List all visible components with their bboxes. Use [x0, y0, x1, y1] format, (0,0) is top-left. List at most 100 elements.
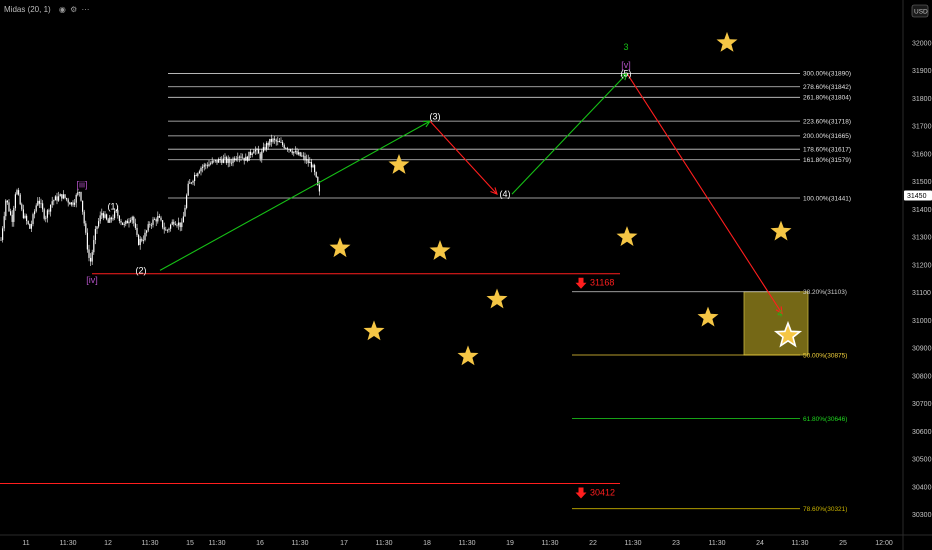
candle-body: [227, 158, 229, 163]
candle-body: [197, 173, 199, 176]
fib-extension-label: 261.80%(31804): [803, 95, 851, 102]
candle-body: [10, 211, 12, 215]
candle-body: [150, 224, 152, 226]
projection-arrowhead: [775, 306, 783, 315]
candle-body: [312, 165, 314, 168]
support-levels: 31168 30412: [0, 273, 620, 499]
candle-body: [317, 176, 319, 186]
candle-body: [166, 229, 168, 231]
candle-body: [307, 159, 309, 164]
star-icon: [457, 345, 479, 366]
candle-body: [182, 216, 184, 223]
candle-body: [80, 191, 82, 201]
candle-body: [93, 240, 95, 253]
candle-body: [42, 203, 44, 210]
candle-body: [58, 196, 60, 201]
star-icon: [486, 288, 508, 309]
candle-body: [253, 151, 255, 154]
candle-body: [198, 171, 200, 174]
candle-body: [254, 149, 256, 152]
x-tick-label: 11:30: [60, 540, 77, 547]
y-tick-label: 31100: [912, 290, 931, 297]
candle-body: [251, 153, 253, 155]
candle-body: [16, 190, 18, 195]
candle-body: [234, 158, 236, 161]
candle-body: [181, 222, 183, 228]
more-icon[interactable]: ⋯: [81, 5, 90, 14]
candle-body: [221, 160, 223, 163]
x-axis: 11 11:30 12 11:30 15 11:30 16 11:30 17 11:30 18 11:…: [22, 540, 892, 547]
candle-body: [8, 202, 10, 212]
candle-body: [286, 148, 288, 150]
candle-body: [130, 220, 132, 222]
candle-body: [219, 159, 221, 161]
y-tick-label: 31800: [912, 96, 932, 103]
candle-body: [99, 215, 101, 222]
candle-body: [224, 157, 226, 159]
candle-body: [165, 229, 167, 231]
candle-body: [213, 160, 215, 162]
candle-body: [298, 152, 300, 155]
candle-body: [194, 175, 196, 182]
candle-body: [27, 221, 29, 224]
candle-body: [250, 151, 252, 155]
projection-lines: [159, 72, 783, 315]
fibonacci-levels: 300.00%(31890) 278.60%(31842) 261.80%(3180…: [168, 71, 851, 513]
projection-line: [626, 73, 783, 314]
candle-body: [302, 155, 304, 157]
star-icon: [363, 320, 385, 341]
y-tick-label: 32000: [912, 40, 932, 47]
candle-body: [266, 142, 268, 150]
candle-body: [30, 224, 32, 229]
candle-body: [24, 215, 26, 218]
candle-body: [216, 159, 218, 163]
candle-body: [109, 217, 111, 223]
y-tick-label: 31300: [912, 235, 932, 242]
candle-body: [160, 217, 162, 221]
candle-body: [120, 220, 122, 223]
candle-body: [90, 257, 92, 262]
x-tick-label: 25: [839, 540, 847, 547]
candle-body: [43, 209, 45, 219]
candle-body: [101, 213, 103, 216]
candle-body: [259, 153, 261, 159]
candle-body: [118, 215, 120, 221]
candle-body: [158, 216, 160, 218]
x-tick-label: 11:30: [792, 540, 809, 547]
candle-body: [128, 221, 130, 224]
gear-icon[interactable]: ⚙: [70, 5, 78, 14]
candle-body: [299, 152, 301, 156]
candle-body: [78, 191, 80, 193]
candle-body: [13, 208, 15, 222]
candle-body: [218, 159, 220, 163]
candle-body: [70, 202, 72, 205]
candle-body: [306, 159, 308, 161]
candle-body: [187, 183, 189, 196]
candle-body: [61, 194, 63, 199]
candle-body: [242, 157, 244, 159]
level-label: 30412: [590, 487, 615, 497]
x-tick-label: 11:30: [542, 540, 559, 547]
candle-body: [168, 228, 170, 230]
candle-body: [117, 210, 119, 216]
candle-body: [19, 194, 21, 205]
candle-body: [50, 204, 52, 212]
eye-icon[interactable]: ◉: [58, 5, 66, 14]
candle-body: [98, 221, 100, 227]
down-arrow-icon: [575, 487, 587, 499]
fib-retracement-label: 61.80%(30646): [803, 416, 847, 423]
candle-body: [147, 224, 149, 231]
x-tick-label: 11:30: [459, 540, 476, 547]
price-series: [0, 134, 320, 266]
candle-body: [62, 194, 64, 199]
currency-label: USD: [914, 9, 928, 16]
y-tick-label: 30800: [912, 373, 932, 380]
candle-body: [29, 223, 31, 229]
candle-body: [248, 151, 250, 161]
candle-body: [294, 150, 296, 152]
candle-body: [195, 175, 197, 176]
y-tick-label: 30400: [912, 484, 932, 491]
candle-body: [282, 142, 284, 146]
